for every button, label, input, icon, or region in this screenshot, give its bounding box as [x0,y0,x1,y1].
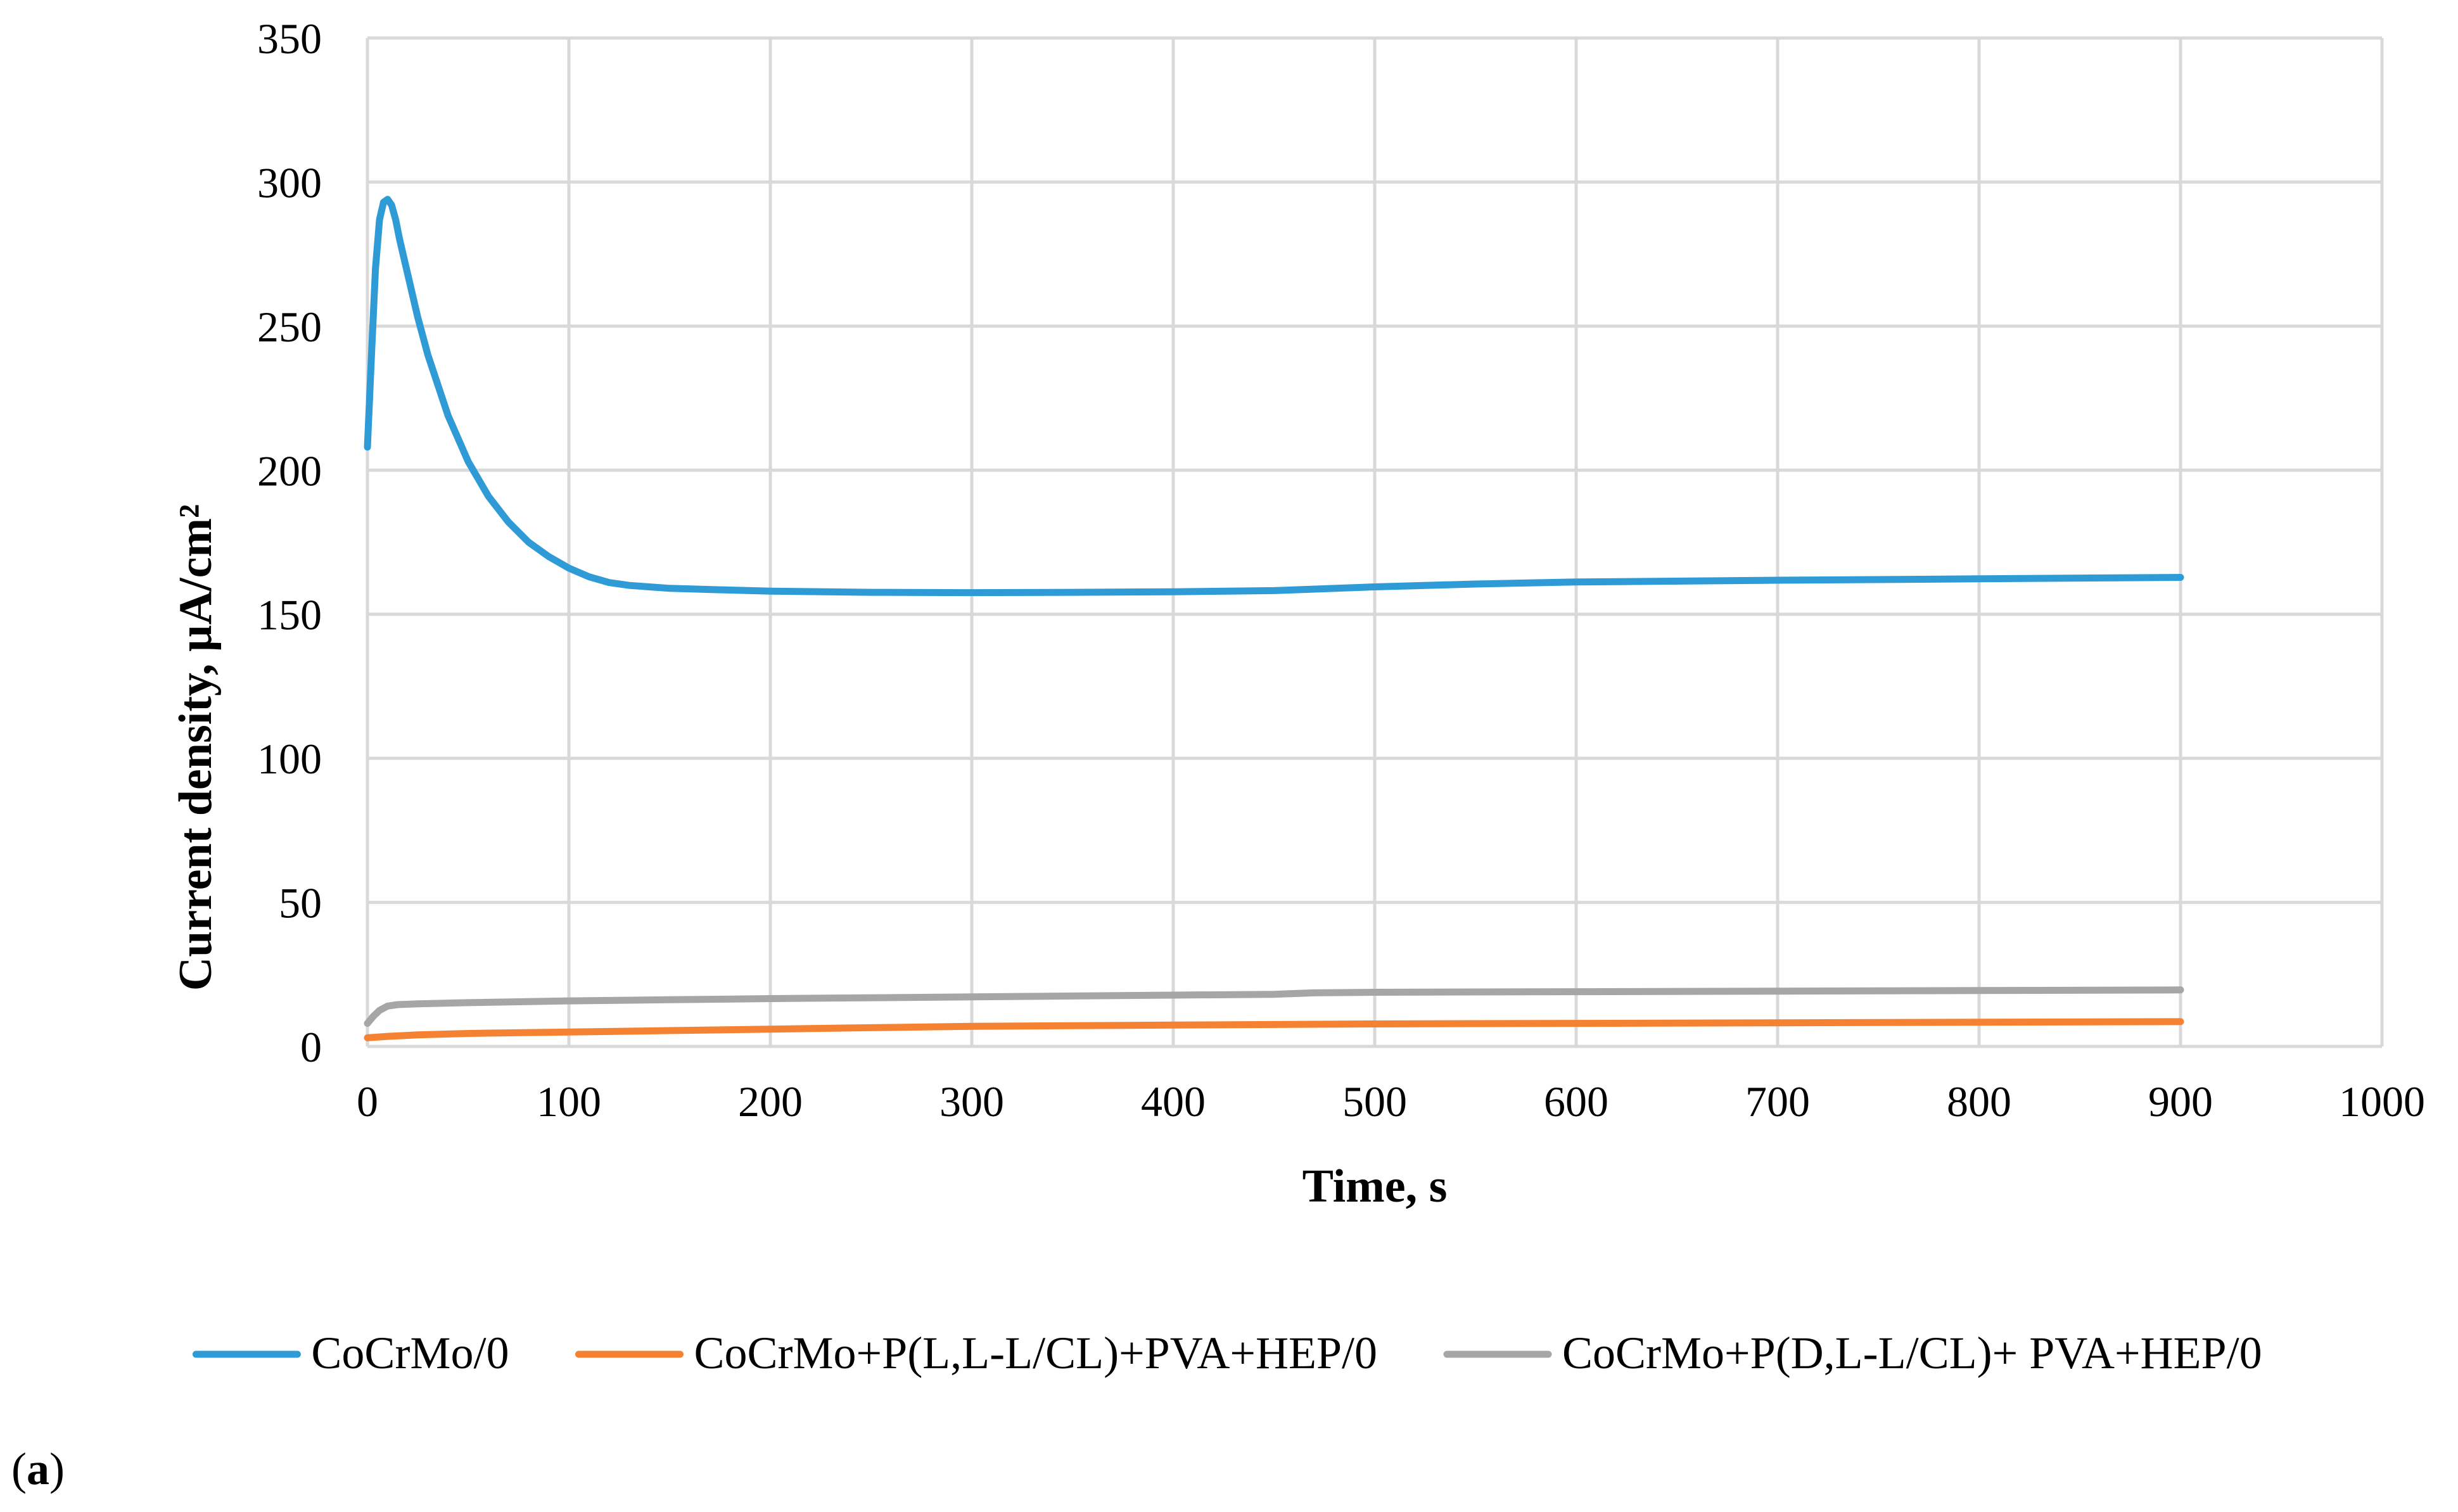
y-tick-label: 200 [257,447,322,495]
panel-label-close: ) [49,1444,65,1494]
x-tick-label: 700 [1745,1077,1810,1126]
x-tick-label: 100 [537,1077,601,1126]
y-tick-label: 300 [257,158,322,206]
x-tick-label: 400 [1141,1077,1206,1126]
y-tick-label: 100 [257,735,322,783]
x-tick-label: 800 [1947,1077,2011,1126]
y-axis-title: Current density, µA/cm² [170,504,222,991]
legend-item-3: CoCrMo+P(D,L-L/CL)+ PVA+HEP/0 [1443,1328,2262,1378]
series-line-1 [364,196,2184,597]
x-tick-label: 200 [738,1077,803,1126]
y-tick-labels: 0 50 100 150 200 250 300 350 [257,15,322,1071]
x-tick-labels: 0 100 200 300 400 500 600 700 800 900 1000 [357,1077,2425,1126]
x-axis-title: Time, s [1302,1160,1448,1212]
y-tick-label: 150 [257,591,322,639]
legend-label: CoCrMo+P(D,L-L/CL)+ PVA+HEP/0 [1562,1328,2262,1378]
x-tick-label: 500 [1342,1077,1407,1126]
y-tick-label: 0 [300,1023,322,1071]
x-tick-label: 0 [357,1077,378,1126]
y-tick-label: 350 [257,15,322,63]
plot-series [364,196,2184,1041]
panel-label-letter: a [27,1444,49,1494]
gridlines [366,36,2384,1048]
series-line-2 [364,1018,2184,1041]
legend-label: CoCrMo+P(L,L-L/CL)+PVA+HEP/0 [694,1328,1378,1378]
x-tick-label: 300 [939,1077,1004,1126]
y-tick-label: 250 [257,303,322,351]
panel-label: (a) [11,1444,65,1494]
legend-item-2: CoCrMo+P(L,L-L/CL)+PVA+HEP/0 [575,1328,1378,1378]
series-line-3 [364,986,2184,1027]
panel-label-open: ( [11,1444,27,1494]
y-tick-label: 50 [279,879,322,927]
legend-label: CoCrMo/0 [311,1328,509,1378]
legend: CoCrMo/0 CoCrMo+P(L,L-L/CL)+PVA+HEP/0 CoCr… [192,1328,2262,1378]
x-tick-label: 600 [1544,1077,1608,1126]
legend-item-1: CoCrMo/0 [192,1328,509,1378]
x-tick-label: 900 [2148,1077,2213,1126]
x-tick-label: 1000 [2339,1077,2425,1126]
